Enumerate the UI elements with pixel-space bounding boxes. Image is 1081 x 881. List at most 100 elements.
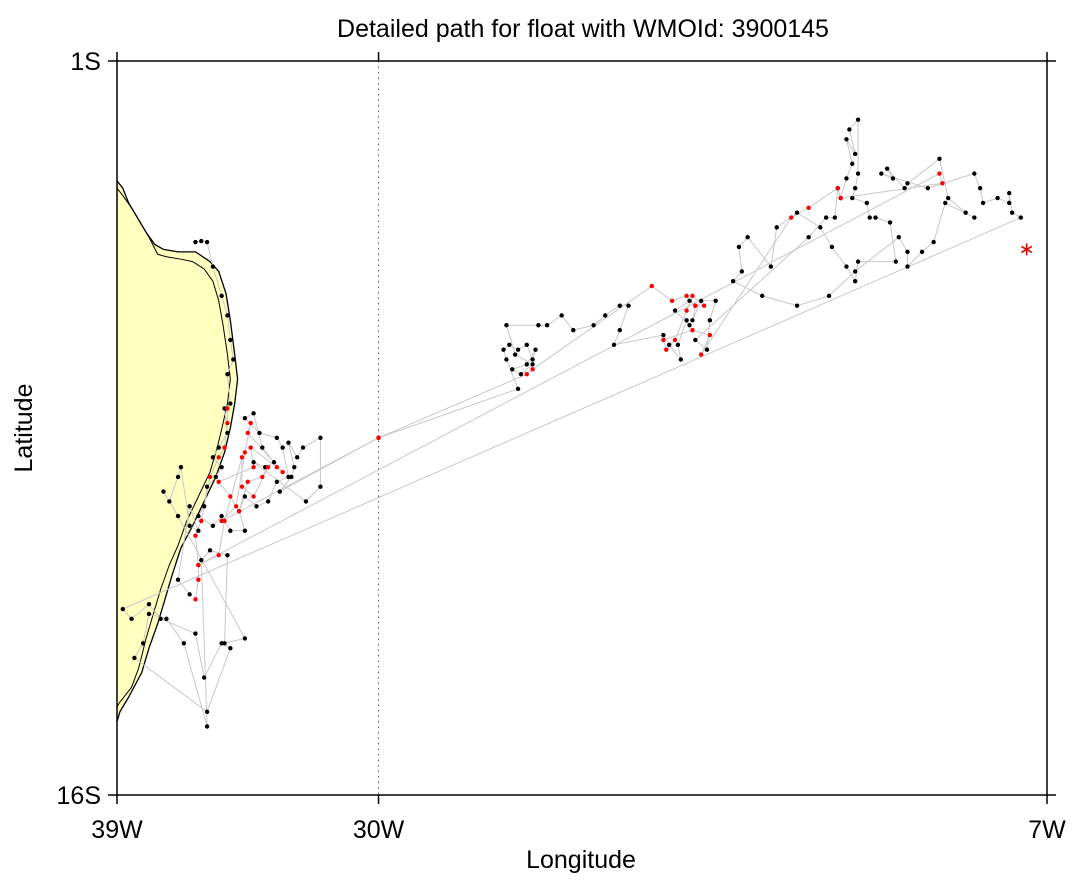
profile-point — [855, 259, 861, 264]
profile-point — [730, 279, 736, 284]
profile-point — [204, 709, 210, 715]
profile-point — [530, 362, 535, 367]
profile-point — [972, 215, 977, 220]
highlight-point — [196, 577, 201, 582]
profile-point — [210, 455, 216, 460]
profile-point — [225, 553, 230, 558]
profile-point — [164, 616, 169, 622]
track-layer — [121, 118, 1022, 727]
highlight-point — [193, 597, 198, 602]
profile-point — [544, 323, 550, 328]
profile-point — [887, 220, 893, 225]
profile-point — [533, 347, 538, 352]
y-tick-label: 16S — [57, 782, 101, 810]
highlight-point — [239, 484, 245, 489]
profile-point — [977, 186, 983, 191]
profile-point — [844, 264, 849, 269]
profile-point — [242, 528, 248, 533]
last-position-layer — [1021, 243, 1033, 256]
profile-point — [216, 445, 221, 450]
profile-point — [937, 156, 942, 162]
profile-point — [995, 195, 1000, 201]
profile-point — [201, 675, 207, 680]
profile-point — [146, 601, 152, 607]
profile-point — [693, 337, 698, 343]
profile-point — [225, 313, 230, 318]
highlight-point — [245, 479, 250, 485]
profile-point — [196, 528, 201, 533]
profile-point — [931, 239, 936, 245]
profile-point — [129, 616, 134, 622]
last-position-marker — [1021, 243, 1033, 256]
highlight-point — [248, 445, 253, 450]
profile-point — [687, 323, 692, 328]
profile-point — [251, 411, 256, 416]
profile-point — [704, 347, 710, 352]
profile-point — [219, 513, 224, 519]
highlight-point — [698, 352, 704, 357]
highlight-point — [199, 518, 204, 524]
highlight-point — [196, 562, 201, 568]
profile-point — [515, 347, 521, 352]
profile-point — [852, 269, 858, 274]
highlight-point — [940, 181, 945, 186]
profile-point — [713, 298, 718, 303]
profile-point — [698, 298, 704, 303]
profile-point — [617, 303, 622, 308]
highlight-point — [222, 445, 227, 450]
profile-point — [536, 323, 541, 328]
profile-point — [1007, 200, 1012, 206]
highlight-point — [690, 293, 695, 299]
profile-point — [675, 342, 681, 348]
plot-area — [116, 61, 1033, 795]
profile-point — [852, 279, 858, 284]
profile-point — [196, 513, 201, 519]
x-tick-label: 39W — [91, 816, 143, 844]
x-axis-label: Longitude — [526, 846, 636, 874]
tick-layer: 39W 30W 7W 1S 16S — [57, 48, 1067, 844]
profile-point — [890, 176, 896, 181]
profile-point — [884, 166, 890, 171]
highlight-point — [216, 455, 221, 460]
highlight-point — [242, 450, 248, 455]
highlight-point — [251, 494, 256, 499]
profile-point — [980, 200, 986, 206]
profile-point — [850, 161, 855, 166]
profile-point — [873, 215, 878, 220]
profile-point — [524, 362, 529, 367]
y-axis-label: Latitude — [10, 384, 38, 473]
highlight-point — [376, 435, 381, 440]
profile-point — [611, 342, 617, 348]
profile-point — [318, 435, 323, 440]
profile-point — [512, 352, 518, 357]
highlight-point — [280, 469, 285, 475]
profile-point — [972, 171, 977, 176]
profile-point — [515, 386, 521, 392]
profile-point — [207, 548, 213, 553]
profile-point — [210, 523, 216, 529]
profile-point — [210, 264, 216, 269]
profile-point — [919, 249, 925, 255]
profile-point — [879, 171, 884, 176]
profile-point — [852, 186, 858, 191]
x-tick-label: 30W — [353, 816, 405, 844]
profile-point — [832, 215, 838, 220]
highlight-point — [216, 553, 221, 558]
profile-point — [140, 641, 146, 646]
chart-title: Detailed path for float with WMOId: 3900… — [337, 15, 829, 43]
profile-point — [829, 244, 835, 250]
highlight-point — [207, 474, 213, 480]
profile-point — [626, 303, 631, 308]
profile-point — [277, 489, 282, 494]
profile-point — [794, 210, 800, 215]
profile-point — [193, 239, 198, 245]
profile-point — [559, 313, 564, 318]
profile-point — [818, 225, 823, 230]
profile-point — [254, 504, 259, 509]
profile-point — [774, 225, 779, 230]
profile-point — [672, 308, 678, 313]
profile-point — [132, 655, 137, 661]
highlight-point — [245, 430, 250, 436]
profile-point — [178, 464, 184, 470]
profile-point — [228, 401, 233, 406]
